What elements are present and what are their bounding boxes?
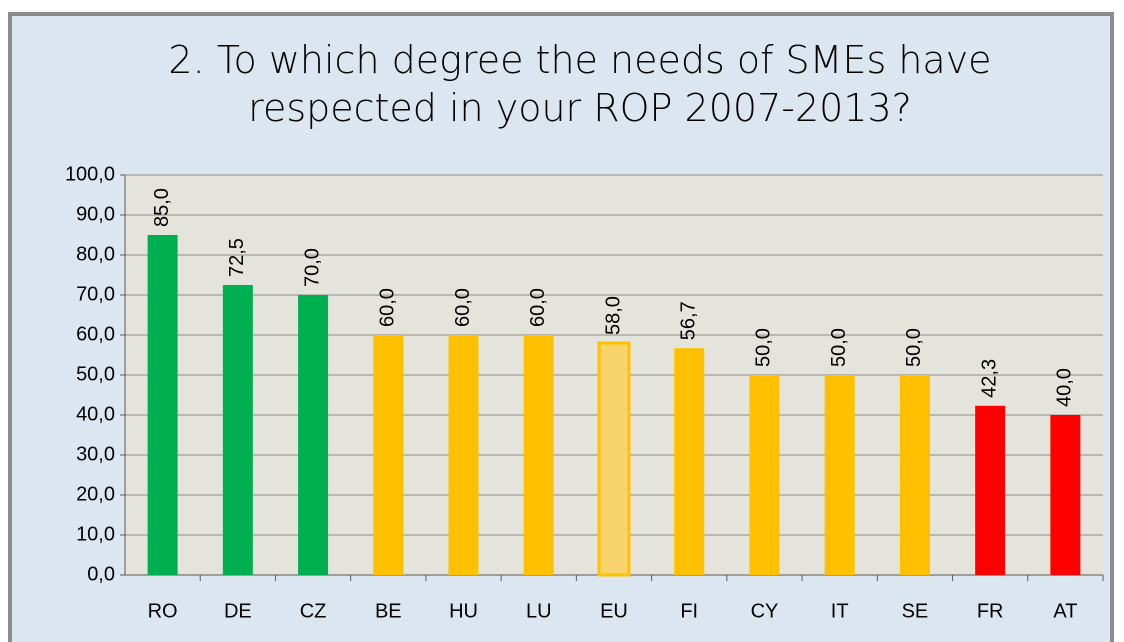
y-tick-label: 50,0 <box>76 363 115 385</box>
x-tick-label: CY <box>751 600 779 622</box>
bar <box>448 335 479 575</box>
value-label: 50,0 <box>903 328 925 367</box>
y-tick-label: 70,0 <box>76 283 115 305</box>
value-label: 60,0 <box>527 288 549 327</box>
x-tick-label: RO <box>148 600 178 622</box>
bar <box>222 285 253 575</box>
y-tick-label: 20,0 <box>76 483 115 505</box>
value-label: 60,0 <box>377 288 399 327</box>
value-label: 56,7 <box>678 301 700 340</box>
value-label: 85,0 <box>151 188 173 227</box>
value-label: 42,3 <box>978 359 1000 398</box>
value-label: 70,0 <box>301 248 323 287</box>
y-tick-label: 60,0 <box>76 323 115 345</box>
x-tick-label: LU <box>526 600 552 622</box>
bar <box>523 335 554 575</box>
x-tick-label: AT <box>1053 600 1077 622</box>
bar <box>975 405 1006 575</box>
bar <box>749 375 780 575</box>
value-label: 58,0 <box>602 296 624 335</box>
x-tick-label: HU <box>449 600 478 622</box>
y-tick-label: 90,0 <box>76 203 115 225</box>
y-tick-label: 100,0 <box>65 163 115 185</box>
value-label: 72,5 <box>226 238 248 277</box>
y-tick-label: 40,0 <box>76 403 115 425</box>
bar <box>373 335 404 575</box>
bar <box>298 295 329 575</box>
x-tick-label: CZ <box>300 600 327 622</box>
value-label: 50,0 <box>753 328 775 367</box>
x-tick-label: FI <box>680 600 698 622</box>
bar <box>147 235 178 575</box>
value-label: 60,0 <box>452 288 474 327</box>
x-tick-label: IT <box>831 600 849 622</box>
y-tick-label: 10,0 <box>76 523 115 545</box>
value-label: 50,0 <box>828 328 850 367</box>
x-tick-label: FR <box>977 600 1004 622</box>
chart-title: 2. To which degree the needs of SMEs hav… <box>168 38 992 130</box>
x-tick-label: SE <box>902 600 929 622</box>
bar <box>899 375 930 575</box>
bar <box>674 348 705 575</box>
value-label: 40,0 <box>1054 368 1076 407</box>
bar <box>1050 415 1081 575</box>
x-tick-label: EU <box>600 600 628 622</box>
bar <box>597 341 631 577</box>
bar <box>824 375 855 575</box>
x-tick-label: BE <box>375 600 402 622</box>
y-tick-label: 30,0 <box>76 443 115 465</box>
x-tick-label: DE <box>224 600 252 622</box>
y-tick-label: 0,0 <box>87 563 115 585</box>
y-tick-label: 80,0 <box>76 243 115 265</box>
